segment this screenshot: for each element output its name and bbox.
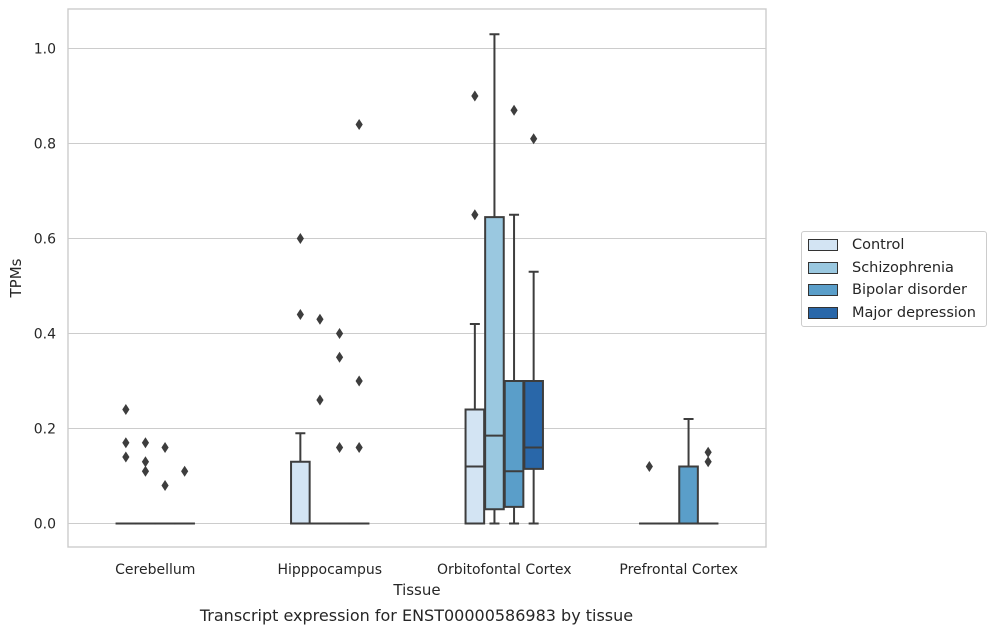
outlier-point	[141, 437, 150, 449]
outlier-point	[335, 351, 344, 363]
outlier-point	[355, 442, 363, 453]
outlier-point	[645, 461, 653, 472]
outlier-point	[355, 119, 363, 130]
outlier-point	[296, 309, 304, 320]
box	[484, 216, 505, 511]
x-axis-label: Tissue	[392, 581, 440, 599]
legend-label-schizophrenia: Schizophrenia	[852, 260, 954, 276]
box	[290, 460, 311, 525]
outlier-point	[704, 446, 712, 458]
outlier-point	[471, 209, 479, 221]
y-tick-label: 0.8	[34, 137, 56, 153]
legend-label-control: Control	[852, 237, 905, 253]
outlier-point	[161, 442, 169, 453]
outlier-point	[510, 104, 518, 116]
outlier-point	[161, 480, 169, 491]
outlier-point	[335, 328, 344, 339]
legend-item-control: Control	[808, 235, 904, 255]
outlier-point	[122, 404, 130, 415]
y-tick-label: 0.4	[34, 327, 56, 343]
outlier-point	[355, 375, 363, 387]
legend-item-major-depression: Major depression	[808, 303, 976, 323]
x-tick-label: Orbitofontal Cortex	[437, 562, 572, 578]
chart-caption: Transcript expression for ENST0000058698…	[199, 606, 634, 625]
outlier-point	[471, 90, 479, 102]
legend-swatch-bipolar-disorder	[808, 284, 838, 296]
outlier-point	[141, 456, 150, 468]
outlier-point	[316, 313, 324, 325]
legend-label-bipolar-disorder: Bipolar disorder	[852, 282, 967, 298]
box	[523, 380, 544, 470]
legend-swatch-major-depression	[808, 307, 838, 319]
outlier-point	[530, 133, 538, 145]
legend-item-schizophrenia: Schizophrenia	[808, 258, 954, 278]
box	[503, 380, 525, 508]
x-tick-label: Hipppocampus	[277, 562, 382, 578]
x-tick-label: Cerebellum	[115, 562, 195, 578]
y-tick-label: 0.2	[34, 422, 56, 438]
outlier-point	[316, 394, 324, 406]
plot-frame	[67, 8, 767, 548]
legend: Control Schizophrenia Bipolar disorder M…	[801, 231, 987, 327]
legend-label-major-depression: Major depression	[852, 305, 976, 321]
legend-swatch-schizophrenia	[808, 262, 838, 274]
box	[678, 465, 699, 525]
outlier-point	[122, 451, 130, 463]
y-tick-label: 0.6	[34, 232, 56, 248]
y-tick-label: 1.0	[34, 42, 56, 58]
x-tick-label: Prefrontal Cortex	[619, 562, 738, 578]
outlier-point	[296, 233, 304, 244]
y-tick-label: 0.0	[34, 517, 56, 533]
legend-item-bipolar-disorder: Bipolar disorder	[808, 280, 967, 300]
y-axis-label: TPMs	[7, 258, 25, 298]
legend-swatch-control	[808, 239, 838, 251]
outlier-point	[335, 442, 344, 453]
outlier-point	[141, 465, 150, 477]
outlier-point	[181, 465, 189, 477]
outlier-point	[704, 456, 712, 468]
outlier-point	[122, 437, 130, 449]
